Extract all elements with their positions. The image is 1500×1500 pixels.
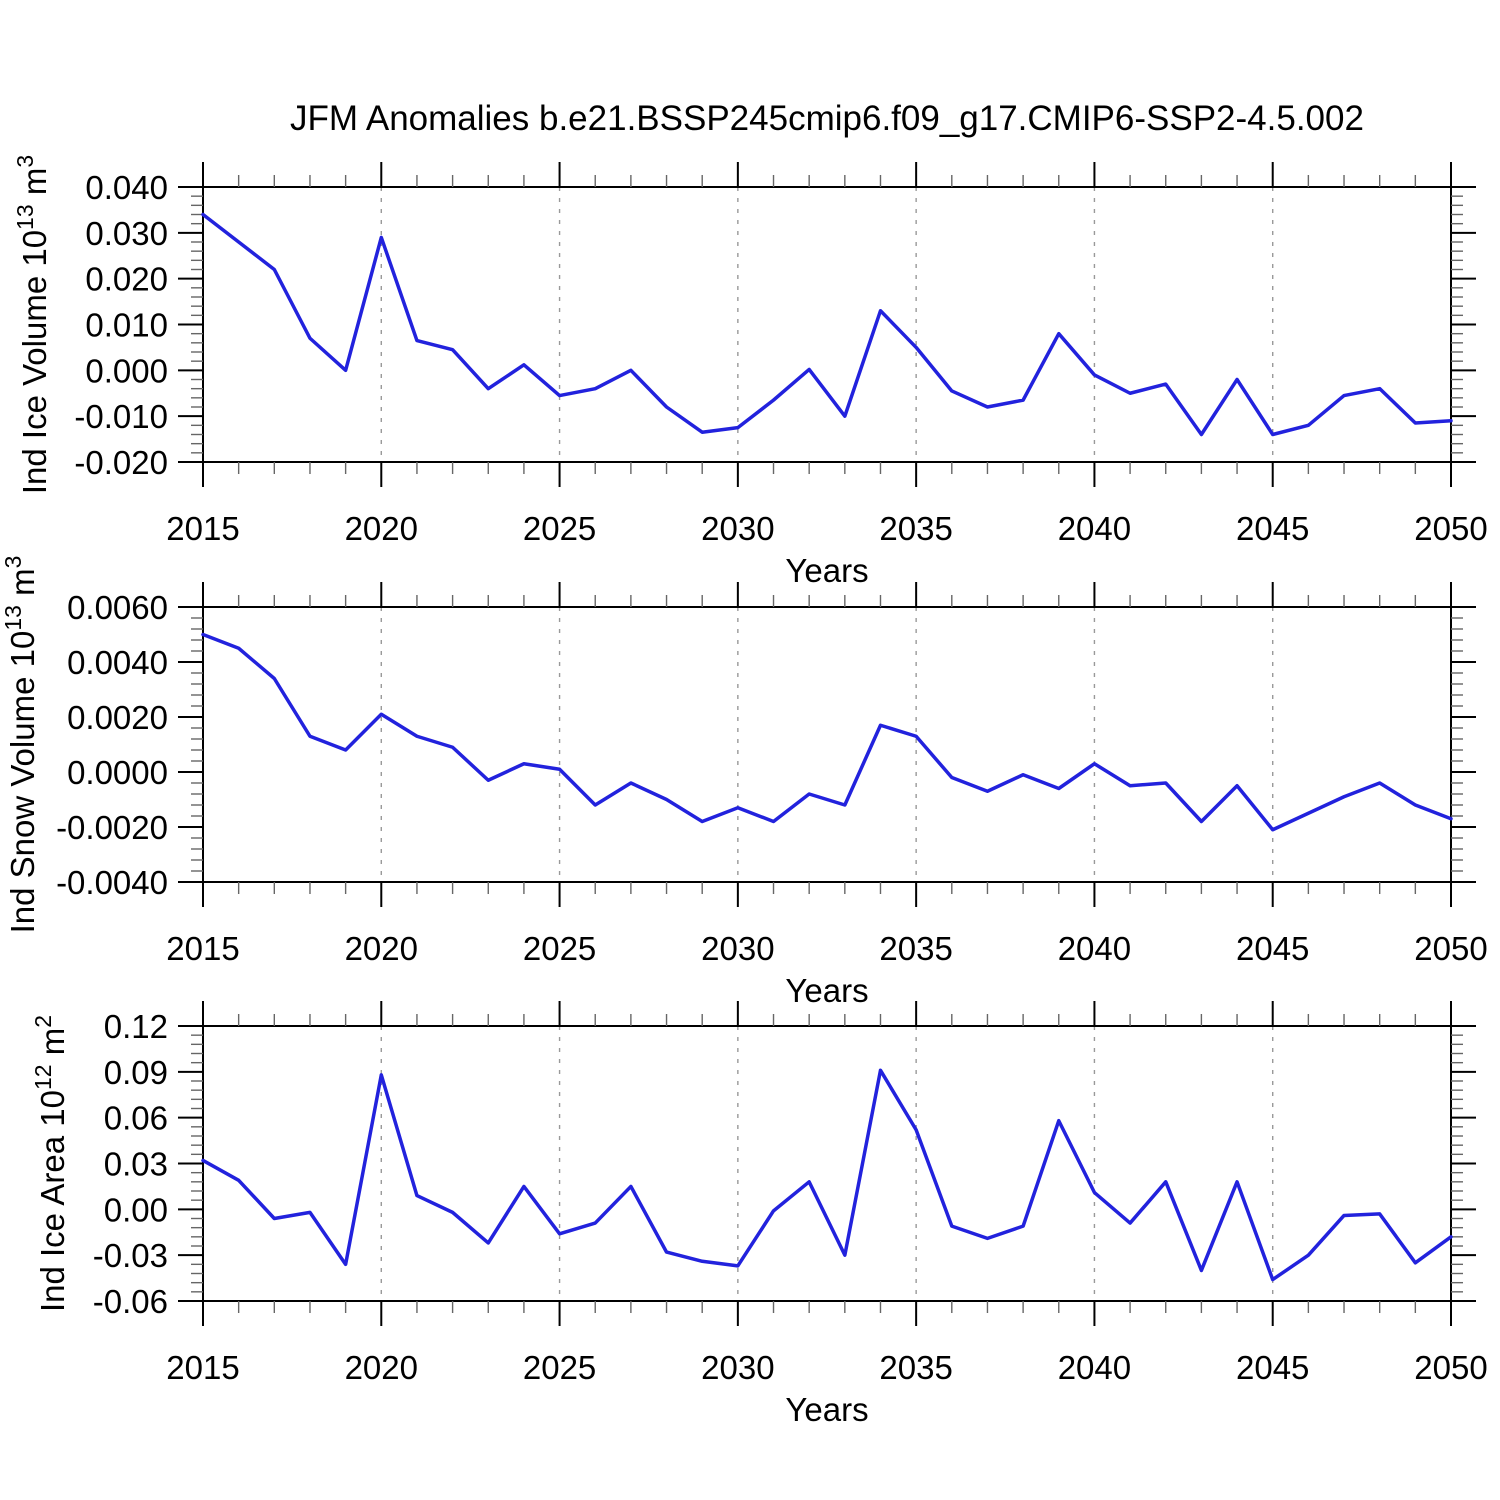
y-tick-label: 0.020	[85, 261, 168, 298]
figure-title: JFM Anomalies b.e21.BSSP245cmip6.f09_g17…	[290, 99, 1364, 138]
data-line-ind-ice-volume	[201, 212, 1453, 437]
y-tick-label: -0.020	[74, 444, 168, 481]
y-tick-label: -0.0020	[56, 809, 168, 846]
y-tick-label: 0.12	[104, 1008, 168, 1045]
x-tick-label: 2020	[345, 930, 418, 967]
panels-group: 0.040 0.030 0.020 0.010 0.000 -0.010 -0.020 201…	[0, 155, 1488, 1428]
y-tick-label: -0.06	[93, 1283, 168, 1320]
x-tick-label: 2020	[345, 510, 418, 547]
y-tick-label: 0.0000	[67, 754, 168, 791]
x-tick-label: 2045	[1236, 510, 1309, 547]
y-tick-label: 0.06	[104, 1100, 168, 1137]
y-tick-label: -0.010	[74, 398, 168, 435]
x-tick-label: 2015	[166, 930, 239, 967]
x-tick-label: 2030	[701, 510, 774, 547]
y-tick-label: 0.030	[85, 215, 168, 252]
data-line-ind-ice-area	[201, 1068, 1453, 1282]
y-tick-label: 0.000	[85, 352, 168, 389]
x-tick-label: 2030	[701, 1349, 774, 1386]
x-axis-title: Years	[785, 1391, 868, 1428]
y-axis-title: Ind Ice Volume 1013 m3	[12, 155, 53, 494]
x-tick-label: 2035	[879, 1349, 952, 1386]
x-tick-label: 2050	[1414, 510, 1487, 547]
plot-frame	[202, 606, 1452, 883]
x-tick-label: 2015	[166, 1349, 239, 1386]
y-tick-label: 0.010	[85, 307, 168, 344]
panel-ind-snow-volume: 0.0060 0.0040 0.0020 0.0000 -0.0020 -0.0040 20…	[0, 556, 1488, 1009]
x-tick-label: 2045	[1236, 930, 1309, 967]
x-tick-label: 2040	[1058, 1349, 1131, 1386]
x-tick-label: 2040	[1058, 930, 1131, 967]
x-tick-label: 2040	[1058, 510, 1131, 547]
x-tick-label: 2045	[1236, 1349, 1309, 1386]
y-tick-label: 0.09	[104, 1054, 168, 1091]
x-axis-title: Years	[785, 552, 868, 589]
y-tick-label: 0.040	[85, 169, 168, 206]
y-tick-label: -0.03	[93, 1237, 168, 1274]
y-tick-label: 0.00	[104, 1191, 168, 1228]
panel-ind-ice-volume: 0.040 0.030 0.020 0.010 0.000 -0.010 -0.020 201…	[12, 155, 1488, 589]
y-tick-label: -0.0040	[56, 864, 168, 901]
panel-ind-ice-area: 0.12 0.09 0.06 0.03 0.00 -0.03 -0.06 2015 2020 20…	[30, 1001, 1488, 1428]
x-tick-label: 2050	[1414, 930, 1487, 967]
y-axis-title: Ind Snow Volume 1013 m3	[0, 556, 41, 934]
x-tick-label: 2015	[166, 510, 239, 547]
x-tick-label: 2025	[523, 930, 596, 967]
x-tick-label: 2035	[879, 510, 952, 547]
x-axis-title: Years	[785, 972, 868, 1009]
x-tick-label: 2035	[879, 930, 952, 967]
x-tick-label: 2030	[701, 930, 774, 967]
y-axis-title: Ind Ice Area 1012 m2	[30, 1015, 71, 1312]
x-tick-label: 2025	[523, 510, 596, 547]
x-tick-label: 2050	[1414, 1349, 1487, 1386]
y-tick-label: 0.0060	[67, 589, 168, 626]
x-tick-label: 2020	[345, 1349, 418, 1386]
y-tick-label: 0.03	[104, 1146, 168, 1183]
y-tick-label: 0.0020	[67, 699, 168, 736]
y-tick-label: 0.0040	[67, 644, 168, 681]
data-line-ind-snow-volume	[201, 632, 1453, 832]
x-tick-label: 2025	[523, 1349, 596, 1386]
